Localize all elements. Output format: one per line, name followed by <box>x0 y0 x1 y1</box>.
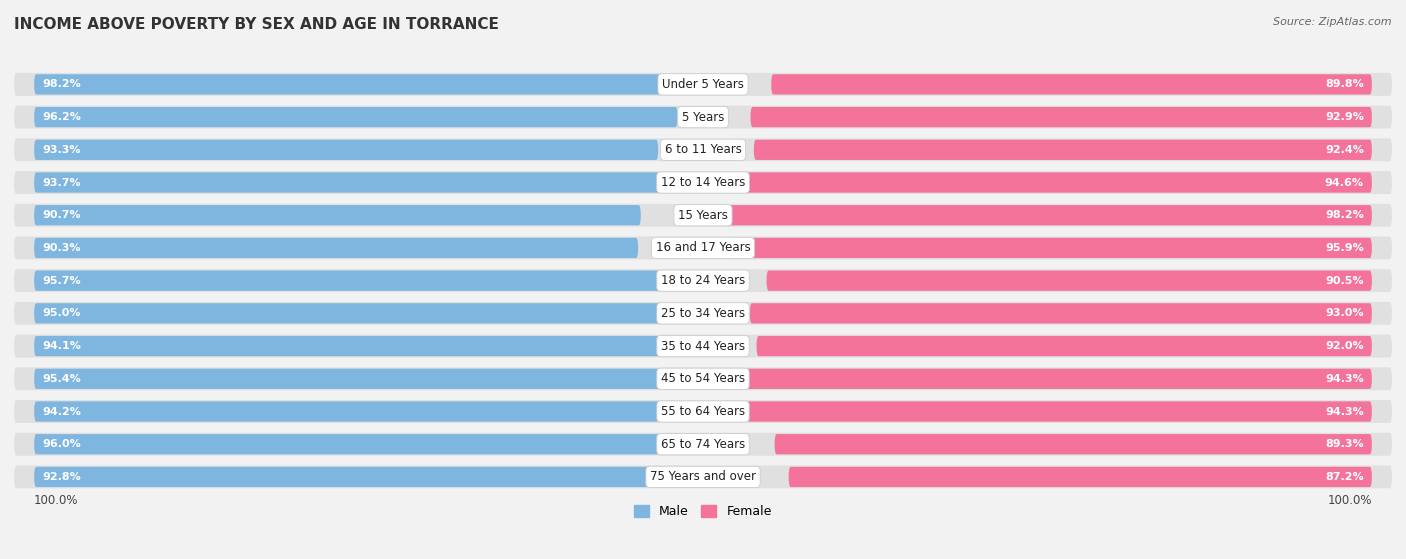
Text: 87.2%: 87.2% <box>1326 472 1364 482</box>
Text: 25 to 34 Years: 25 to 34 Years <box>661 307 745 320</box>
Text: 90.3%: 90.3% <box>42 243 80 253</box>
Text: 90.7%: 90.7% <box>42 210 80 220</box>
FancyBboxPatch shape <box>34 74 690 94</box>
FancyBboxPatch shape <box>34 107 678 127</box>
Text: 93.0%: 93.0% <box>1326 309 1364 319</box>
Text: 16 and 17 Years: 16 and 17 Years <box>655 241 751 254</box>
Legend: Male, Female: Male, Female <box>630 500 776 523</box>
FancyBboxPatch shape <box>754 140 1372 160</box>
FancyBboxPatch shape <box>14 367 1392 390</box>
FancyBboxPatch shape <box>34 238 638 258</box>
FancyBboxPatch shape <box>731 238 1372 258</box>
Text: 90.5%: 90.5% <box>1326 276 1364 286</box>
Text: Source: ZipAtlas.com: Source: ZipAtlas.com <box>1274 17 1392 27</box>
FancyBboxPatch shape <box>756 336 1372 356</box>
FancyBboxPatch shape <box>34 303 669 324</box>
Text: 94.3%: 94.3% <box>1324 406 1364 416</box>
Text: 94.3%: 94.3% <box>1324 374 1364 384</box>
FancyBboxPatch shape <box>741 401 1372 421</box>
FancyBboxPatch shape <box>766 271 1372 291</box>
FancyBboxPatch shape <box>14 236 1392 259</box>
FancyBboxPatch shape <box>34 172 661 193</box>
Text: 75 Years and over: 75 Years and over <box>650 471 756 484</box>
FancyBboxPatch shape <box>775 434 1372 454</box>
FancyBboxPatch shape <box>34 401 664 421</box>
FancyBboxPatch shape <box>14 204 1392 227</box>
Text: 89.8%: 89.8% <box>1324 79 1364 89</box>
Text: 65 to 74 Years: 65 to 74 Years <box>661 438 745 451</box>
Text: 45 to 54 Years: 45 to 54 Years <box>661 372 745 385</box>
FancyBboxPatch shape <box>749 303 1372 324</box>
Text: INCOME ABOVE POVERTY BY SEX AND AGE IN TORRANCE: INCOME ABOVE POVERTY BY SEX AND AGE IN T… <box>14 17 499 32</box>
FancyBboxPatch shape <box>751 107 1372 127</box>
FancyBboxPatch shape <box>34 271 675 291</box>
FancyBboxPatch shape <box>14 433 1392 456</box>
FancyBboxPatch shape <box>14 302 1392 325</box>
Text: 15 Years: 15 Years <box>678 209 728 222</box>
FancyBboxPatch shape <box>14 335 1392 358</box>
Text: 12 to 14 Years: 12 to 14 Years <box>661 176 745 189</box>
Text: 94.6%: 94.6% <box>1324 178 1364 187</box>
Text: 93.3%: 93.3% <box>42 145 80 155</box>
FancyBboxPatch shape <box>34 336 664 356</box>
Text: 93.7%: 93.7% <box>42 178 80 187</box>
Text: 55 to 64 Years: 55 to 64 Years <box>661 405 745 418</box>
Text: 18 to 24 Years: 18 to 24 Years <box>661 274 745 287</box>
Text: 35 to 44 Years: 35 to 44 Years <box>661 339 745 353</box>
FancyBboxPatch shape <box>34 140 658 160</box>
FancyBboxPatch shape <box>14 73 1392 96</box>
FancyBboxPatch shape <box>34 368 672 389</box>
Text: 98.2%: 98.2% <box>1324 210 1364 220</box>
Text: 95.7%: 95.7% <box>42 276 80 286</box>
FancyBboxPatch shape <box>716 205 1372 225</box>
FancyBboxPatch shape <box>34 205 641 225</box>
Text: 95.9%: 95.9% <box>1324 243 1364 253</box>
Text: 92.9%: 92.9% <box>1324 112 1364 122</box>
Text: 94.1%: 94.1% <box>42 341 82 351</box>
FancyBboxPatch shape <box>740 172 1372 193</box>
Text: 96.2%: 96.2% <box>42 112 82 122</box>
Text: 94.2%: 94.2% <box>42 406 82 416</box>
Text: 100.0%: 100.0% <box>1327 494 1372 507</box>
FancyBboxPatch shape <box>14 269 1392 292</box>
Text: 95.0%: 95.0% <box>42 309 80 319</box>
Text: 92.0%: 92.0% <box>1326 341 1364 351</box>
Text: 92.4%: 92.4% <box>1324 145 1364 155</box>
Text: 96.0%: 96.0% <box>42 439 82 449</box>
FancyBboxPatch shape <box>14 106 1392 129</box>
FancyBboxPatch shape <box>14 139 1392 161</box>
FancyBboxPatch shape <box>34 434 676 454</box>
Text: Under 5 Years: Under 5 Years <box>662 78 744 91</box>
Text: 89.3%: 89.3% <box>1326 439 1364 449</box>
FancyBboxPatch shape <box>14 171 1392 194</box>
Text: 6 to 11 Years: 6 to 11 Years <box>665 143 741 157</box>
Text: 5 Years: 5 Years <box>682 111 724 124</box>
Text: 98.2%: 98.2% <box>42 79 82 89</box>
FancyBboxPatch shape <box>789 467 1372 487</box>
Text: 92.8%: 92.8% <box>42 472 82 482</box>
FancyBboxPatch shape <box>34 467 655 487</box>
FancyBboxPatch shape <box>741 368 1372 389</box>
FancyBboxPatch shape <box>14 466 1392 489</box>
FancyBboxPatch shape <box>14 400 1392 423</box>
FancyBboxPatch shape <box>772 74 1372 94</box>
Text: 100.0%: 100.0% <box>34 494 79 507</box>
Text: 95.4%: 95.4% <box>42 374 82 384</box>
